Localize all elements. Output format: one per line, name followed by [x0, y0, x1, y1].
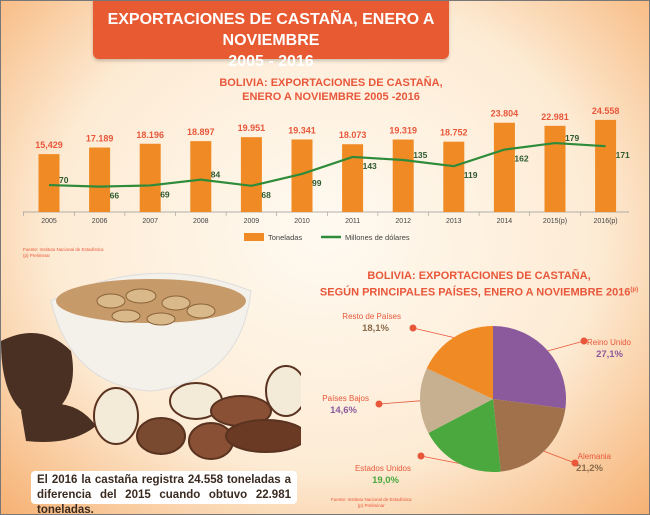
x-tick-label: 2008	[193, 218, 209, 225]
bar-2011	[342, 144, 364, 212]
bar-chart-title-line2: ENERO A NOVIEMBRE 2005 -2016	[242, 91, 420, 103]
source-line2: (p) Preliminar	[23, 253, 51, 258]
bar-label: 19.951	[238, 123, 266, 133]
x-tick-label: 2005	[41, 218, 57, 225]
x-tick-label: 2016(p)	[594, 218, 618, 225]
pie-label: Alemania	[578, 452, 612, 461]
x-tick-label: 2007	[142, 218, 158, 225]
line-value-label: 119	[464, 170, 478, 180]
bar-label: 18.752	[440, 128, 468, 138]
bar-2016(p)	[595, 119, 617, 212]
bar-2015(p)	[544, 125, 566, 212]
x-tick-label: 2011	[345, 218, 360, 225]
bar-chart-title: BOLIVIA: EXPORTACIONES DE CASTAÑA, ENERO…	[161, 76, 501, 104]
bar-label: 18.196	[136, 130, 164, 140]
pie-value: 27,1%	[596, 349, 623, 360]
x-tick-label: 2006	[92, 218, 108, 225]
bar-2009	[240, 137, 262, 212]
pie-label: Estados Unidos	[355, 464, 411, 473]
pie-slice-alemania	[493, 399, 566, 472]
pie-leader-line	[420, 455, 459, 464]
bar-chart-source: Fuente: Instituto Nacional de Estadístic…	[23, 247, 104, 259]
pie-slice-países-bajos	[420, 368, 493, 433]
bar-2008	[190, 141, 212, 212]
line-value-label: 68	[261, 190, 271, 200]
line-value-label: 99	[312, 178, 322, 188]
bar-chart-title-line1: BOLIVIA: EXPORTACIONES DE CASTAÑA,	[219, 77, 443, 89]
pie-leader-dot	[580, 337, 588, 345]
brazil-nuts-illustration	[1, 272, 301, 460]
line-series	[48, 141, 606, 188]
header-title-line2: 2005 - 2016	[228, 53, 314, 70]
legend-label-millones: Millones de dólares	[345, 233, 410, 242]
pie-leader-dot	[409, 324, 417, 332]
pie-slice-resto-de-países	[426, 326, 493, 399]
x-tick-label: 2009	[244, 218, 260, 225]
pie-slice-reino-unido	[493, 326, 567, 409]
line-value-label: 66	[110, 191, 120, 201]
pie-slice-estados-unidos	[428, 399, 501, 472]
header-banner: EXPORTACIONES DE CASTAÑA, ENERO A NOVIEM…	[93, 1, 449, 70]
source-line1: Fuente: Instituto Nacional de Estadístic…	[331, 497, 412, 502]
bar-label: 19.341	[288, 125, 316, 135]
pie-leader-dot	[571, 459, 579, 467]
x-tick-label: 2014	[497, 218, 513, 225]
line-value-label: 135	[413, 150, 427, 160]
bar-label: 15,429	[35, 140, 63, 150]
pie-chart-source: Fuente: Instituto Nacional de Estadístic…	[331, 497, 412, 509]
pie-leader-line	[412, 327, 454, 338]
bar-label: 18.897	[187, 127, 215, 137]
pie-value: 21,2%	[576, 463, 603, 474]
pie-leader-dot	[417, 452, 425, 460]
line-value-label: 179	[565, 133, 579, 143]
x-tick-label: 2013	[446, 218, 462, 225]
bar-line-chart: 15,429 2005 17.189 2006 18.196 2007 18.897 2008…	[23, 106, 630, 242]
pie-leader-line	[543, 450, 576, 464]
pie-chart-title-line2: SEGÚN PRINCIPALES PAÍSES, ENERO A NOVIEM…	[319, 286, 631, 299]
legend-swatch-toneladas	[244, 233, 264, 241]
line-value-label: 70	[59, 175, 69, 185]
bar-2005	[38, 154, 60, 212]
pie-label: Países Bajos	[322, 394, 369, 403]
pie-label: Resto de Países	[342, 312, 401, 321]
line-value-label: 171	[616, 150, 630, 160]
line-value-label: 143	[363, 161, 377, 171]
line-value-label: 162	[514, 154, 528, 164]
legend-label-toneladas: Toneladas	[268, 233, 302, 242]
summary-note: El 2016 la castaña registra 24.558 tonel…	[31, 471, 297, 514]
summary-note-text: El 2016 la castaña registra 24.558 tonel…	[37, 474, 291, 515]
pie-leader-line	[547, 340, 585, 352]
x-tick-label: 2010	[294, 218, 310, 225]
bar-2007	[139, 143, 161, 212]
pie-leader-line	[378, 400, 421, 405]
bar-label: 18.073	[339, 130, 367, 140]
pie-value: 19,0%	[372, 475, 399, 486]
pie-label: Reino Unido	[587, 338, 632, 347]
pie-chart-title: BOLIVIA: EXPORTACIONES DE CASTAÑA, SEGÚN…	[319, 269, 639, 300]
header-title-line1: EXPORTACIONES DE CASTAÑA, ENERO A NOVIEM…	[107, 11, 435, 49]
pie-chart-title-line1: BOLIVIA: EXPORTACIONES DE CASTAÑA,	[367, 270, 591, 282]
bar-2012	[392, 139, 414, 212]
source-line1: Fuente: Instituto Nacional de Estadístic…	[23, 247, 104, 252]
pie-value: 18,1%	[362, 323, 389, 334]
pie-title-superscript: (p)	[630, 287, 639, 293]
line-value-label: 84	[211, 170, 221, 180]
source-line2: (p) Preliminar	[357, 503, 385, 508]
bar-label: 22.981	[541, 112, 569, 122]
bar-2010	[291, 139, 313, 212]
bar-2013	[443, 141, 465, 212]
pie-leader-dot	[375, 400, 383, 408]
bar-2006	[89, 147, 111, 212]
line-value-label: 69	[160, 189, 170, 199]
x-tick-label: 2012	[395, 218, 411, 225]
bar-label: 17.189	[86, 134, 114, 144]
pie-value: 14,6%	[330, 405, 357, 416]
x-tick-label: 2015(p)	[543, 218, 567, 225]
bar-2014	[493, 122, 515, 212]
bar-label: 19.319	[389, 126, 417, 136]
bar-label: 24.558	[592, 106, 620, 116]
bar-label: 23.804	[491, 109, 519, 119]
